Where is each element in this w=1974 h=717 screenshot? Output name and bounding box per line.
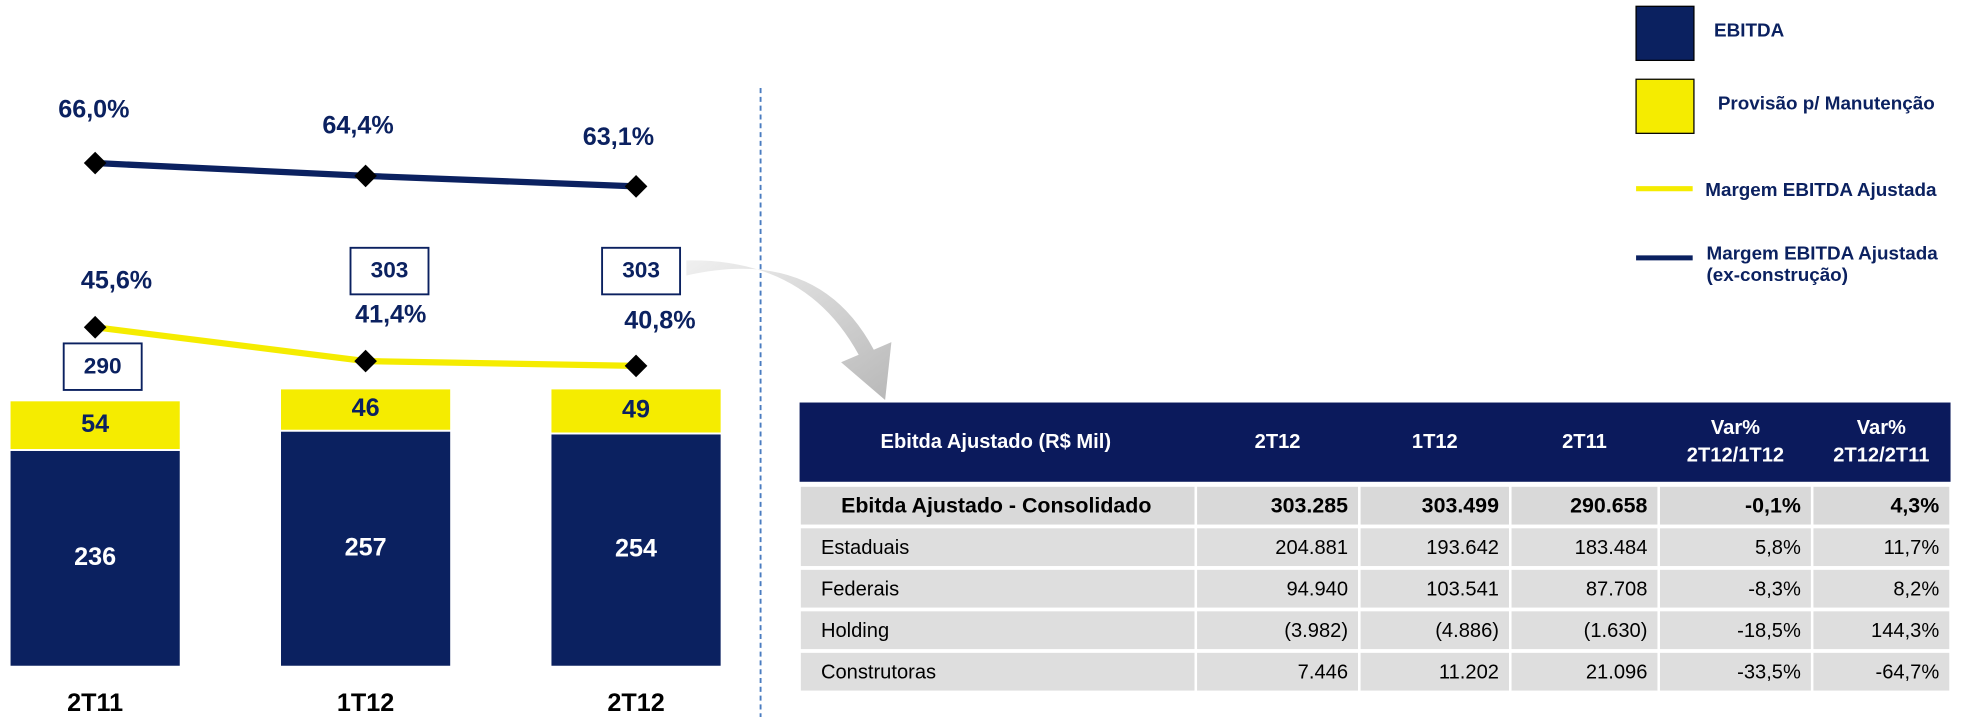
legend-label: EBITDA	[1714, 19, 1785, 40]
line-label: 66,0%	[58, 95, 129, 123]
table-text: 5,8%	[1755, 537, 1801, 559]
table-text: Holding	[821, 620, 889, 642]
arrow	[686, 260, 892, 401]
total-label: 303	[371, 258, 409, 283]
table-text: 303.285	[1271, 494, 1348, 518]
table-text: 11,7%	[1884, 537, 1940, 559]
table-cell	[798, 650, 1198, 694]
marker	[354, 349, 377, 373]
table-header-bg	[799, 402, 1951, 482]
table-text: 290.658	[1570, 494, 1647, 518]
table-cell	[798, 525, 1198, 569]
marker	[83, 315, 107, 339]
table-text: Ebitda Ajustado - Consolidado	[841, 494, 1151, 518]
total-label: 290	[84, 353, 122, 378]
bar-label: 54	[81, 410, 109, 438]
marker	[624, 354, 648, 378]
table-cell	[1810, 525, 1952, 569]
marker	[354, 164, 377, 188]
table-text: -18,5%	[1737, 620, 1801, 642]
table-cell	[1509, 567, 1660, 611]
table-cell	[1358, 484, 1512, 528]
bar-label: 46	[352, 394, 380, 422]
bar-label: 236	[74, 543, 116, 571]
bar-label: 254	[615, 535, 657, 563]
table-text: (4.886)	[1435, 620, 1499, 642]
table-text: Construtoras	[821, 661, 936, 683]
table-cell	[1810, 650, 1952, 694]
table-cell	[1810, 484, 1952, 528]
table-text: 303.499	[1422, 494, 1499, 518]
x-tick-label: 2T11	[67, 689, 123, 717]
legend-label: Margem EBITDA Ajustada (ex-construção)	[1707, 243, 1939, 285]
legend-label: Margem EBITDA Ajustada	[1705, 179, 1937, 200]
table-text: 204.881	[1275, 537, 1348, 559]
table-cell	[1194, 567, 1361, 611]
bar-label: 257	[345, 533, 387, 561]
line-label: 45,6%	[81, 266, 152, 294]
bar-label: 49	[622, 396, 650, 424]
table-cell	[798, 484, 1198, 528]
table-cell	[1810, 608, 1952, 652]
table-text: Federais	[821, 578, 899, 600]
legend-swatch	[1635, 78, 1695, 134]
table-header: 2T11	[1562, 431, 1607, 453]
table-text: 103.541	[1426, 578, 1499, 600]
legend-label: Provisão p/ Manutenção	[1718, 92, 1935, 113]
marker	[624, 175, 648, 198]
table-text: 7.446	[1298, 661, 1348, 683]
bar-segment	[8, 449, 182, 668]
table-text: -0,1%	[1745, 494, 1801, 518]
total-label: 303	[622, 258, 660, 283]
line-label: 63,1%	[583, 123, 654, 151]
table-text: 87.708	[1586, 578, 1648, 600]
table-text: (3.982)	[1284, 620, 1348, 642]
line-label: 41,4%	[355, 300, 426, 328]
total-box	[349, 246, 430, 296]
table-text: -33,5%	[1737, 661, 1801, 683]
table-text: 94.940	[1287, 578, 1349, 600]
table-text: 144,3%	[1871, 620, 1939, 642]
table-cell	[1657, 567, 1814, 611]
table-text: (1.630)	[1584, 620, 1648, 642]
table-cell	[1194, 608, 1361, 652]
table-header: Var% 2T12/2T11	[1833, 417, 1929, 467]
table-text: 21.096	[1586, 661, 1648, 683]
table-cell	[1194, 484, 1361, 528]
bar-segment	[279, 429, 453, 668]
table-cell	[1509, 608, 1660, 652]
table-cell	[1810, 567, 1952, 611]
table-text: -64,7%	[1876, 661, 1940, 683]
x-tick-label: 1T12	[337, 689, 394, 717]
line-label: 40,8%	[624, 307, 695, 335]
table-header: Var% 2T12/1T12	[1687, 417, 1784, 467]
table-cell	[1509, 650, 1660, 694]
legend-swatch	[1635, 5, 1695, 62]
table-text: 183.484	[1575, 537, 1648, 559]
line-label: 64,4%	[322, 112, 393, 140]
table-cell	[1194, 650, 1361, 694]
x-tick-label: 2T12	[607, 689, 664, 717]
marker	[83, 151, 107, 175]
table-text: Estaduais	[821, 537, 909, 559]
bar-segment	[8, 399, 182, 451]
table-header: 1T12	[1412, 431, 1458, 453]
table-text: 193.642	[1426, 537, 1499, 559]
table-text: 11.202	[1439, 661, 1499, 683]
bar-segment	[549, 432, 723, 668]
total-box	[62, 342, 143, 391]
bar-segment	[279, 387, 453, 432]
table-header: Ebitda Ajustado (R$ Mil)	[881, 431, 1112, 453]
table-text: 4,3%	[1890, 494, 1939, 518]
table-header: 2T12	[1255, 431, 1301, 453]
bar-segment	[549, 387, 723, 435]
total-box	[601, 246, 682, 296]
table-text: -8,3%	[1748, 578, 1801, 600]
table-text: 8,2%	[1893, 578, 1939, 600]
